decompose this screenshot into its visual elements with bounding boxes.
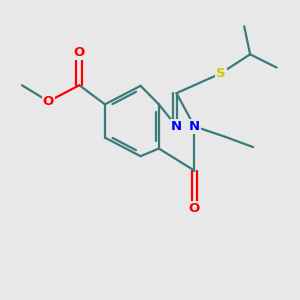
Text: O: O [189,202,200,215]
Text: N: N [171,120,182,133]
Text: O: O [74,46,85,59]
Text: O: O [43,95,54,108]
Text: N: N [189,120,200,133]
Text: S: S [216,67,226,80]
